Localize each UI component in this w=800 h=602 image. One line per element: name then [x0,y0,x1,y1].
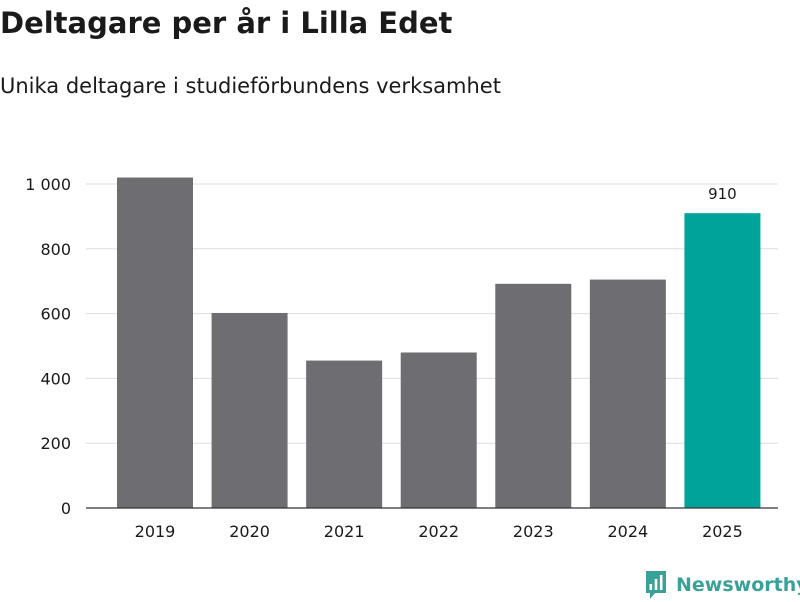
y-tick-label: 800 [40,240,71,259]
x-tick-label: 2023 [513,522,554,541]
bar-2023 [495,283,572,508]
x-tick-label: 2024 [607,522,648,541]
bar-2019 [117,177,193,508]
brand-logo: Newsworthy [644,568,800,602]
chart-subtitle: Unika deltagare i studieförbundens verks… [0,74,501,98]
newsworthy-logo-icon [646,571,666,599]
bar-2022 [400,352,477,508]
x-tick-label: 2021 [324,522,365,541]
y-tick-label: 0 [61,499,71,518]
y-tick-label: 200 [40,434,71,453]
chart-title: Deltagare per år i Lilla Edet [0,6,453,40]
y-tick-label: 600 [40,305,71,324]
x-tick-label: 2025 [702,522,743,541]
bar-2020 [211,312,288,508]
brand-name: Newsworthy [676,574,800,596]
y-tick-label: 400 [40,369,71,388]
x-tick-label: 2019 [135,522,176,541]
x-tick-label: 2020 [229,522,270,541]
y-tick-label: 1 000 [25,175,71,194]
data-label: 910 [708,185,737,203]
bar-2024 [589,279,666,508]
bar-2025 [684,213,761,508]
x-tick-label: 2022 [418,522,459,541]
bar-2021 [306,360,383,508]
